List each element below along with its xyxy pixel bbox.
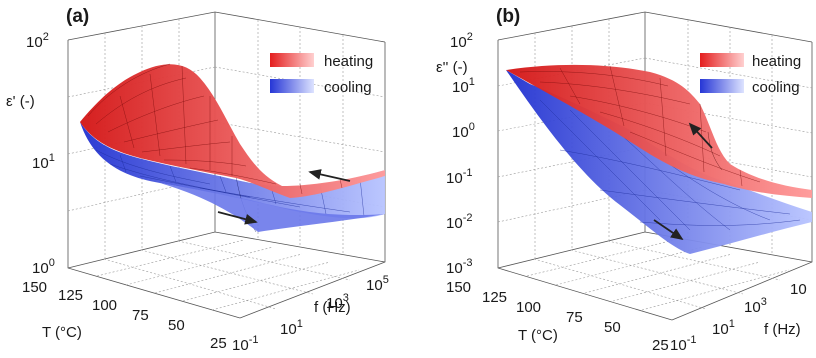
z-tick-label: 100	[452, 121, 475, 141]
t-tick-label: 75	[132, 307, 149, 324]
panel-a-heating-mesh	[87, 63, 343, 195]
panel-b-f-axis-label: f (Hz)	[764, 321, 801, 338]
z-tick-label: 10-1	[446, 167, 472, 187]
panel-a-cooling-lip	[160, 183, 385, 232]
panel-a-f-ticks: 10-1 101 103 105	[232, 274, 389, 354]
t-tick-label: 125	[482, 289, 507, 306]
legend-label-cooling: cooling	[752, 79, 800, 96]
panel-b-label: (b)	[496, 6, 520, 27]
f-tick-label: 10	[790, 281, 807, 298]
panel-b-t-axis-label: T (°C)	[518, 327, 558, 344]
t-tick-label: 50	[604, 319, 621, 336]
panel-a-t-ticks: 150 125 100 75 50 25	[22, 279, 227, 352]
f-tick-label: 10-1	[232, 334, 258, 354]
legend-swatch-cooling	[700, 79, 744, 93]
legend-swatch-heating	[700, 53, 744, 67]
panel-a-heating-arrow	[308, 169, 351, 182]
panel-b-z-axis-label: ε'' (-)	[436, 59, 468, 76]
legend-label-heating: heating	[752, 53, 801, 70]
panel-a-heating-surface	[80, 64, 385, 199]
panel-a-cooling-mesh	[95, 149, 365, 233]
f-tick-label: 101	[280, 318, 303, 338]
panel-b-f-ticks: 10-1 101 103 10	[670, 281, 807, 354]
panel-a-f-axis-label: f (Hz)	[314, 299, 351, 316]
panel-b-heating-arrow	[688, 122, 713, 149]
t-tick-label: 75	[566, 309, 583, 326]
z-tick-label: 100	[32, 257, 55, 277]
t-tick-label: 25	[652, 337, 669, 354]
z-tick-label: 10-2	[446, 212, 472, 232]
t-tick-label: 150	[22, 279, 47, 296]
z-tick-label: 102	[450, 31, 473, 51]
t-tick-label: 125	[58, 287, 83, 304]
legend-swatch-cooling	[270, 79, 314, 93]
legend-swatch-heating	[270, 53, 314, 67]
f-tick-label: 105	[366, 274, 389, 294]
z-tick-label: 102	[26, 31, 49, 51]
f-tick-label: 103	[326, 292, 349, 312]
legend-label-cooling: cooling	[324, 79, 372, 96]
panel-a-label: (a)	[66, 6, 89, 27]
panel-b: heating cooling (b) ε'' (-) T (°C) f (Hz…	[436, 6, 813, 354]
z-tick-label: 101	[452, 76, 475, 96]
panel-a: heating cooling (a) ε' (-) T (°C) f (Hz)…	[6, 6, 389, 354]
panel-b-legend: heating cooling	[700, 53, 801, 96]
t-tick-label: 50	[168, 317, 185, 334]
panel-a-box	[67, 11, 386, 319]
panel-a-legend: heating cooling	[270, 53, 373, 96]
f-tick-label: 103	[744, 296, 767, 316]
t-tick-label: 100	[92, 297, 117, 314]
f-tick-label: 101	[712, 318, 735, 338]
panel-a-cooling-arrow	[217, 211, 258, 225]
panel-b-cooling-surface	[506, 70, 812, 254]
t-tick-label: 25	[210, 335, 227, 352]
panel-b-t-ticks: 150 125 100 75 50 25	[446, 279, 669, 354]
panel-a-t-axis-label: T (°C)	[42, 324, 82, 341]
t-tick-label: 100	[516, 299, 541, 316]
f-tick-label: 10-1	[670, 334, 696, 354]
legend-label-heating: heating	[324, 53, 373, 70]
panel-a-z-axis-label: ε' (-)	[6, 93, 35, 110]
t-tick-label: 150	[446, 279, 471, 296]
panel-b-cooling-arrow	[653, 219, 684, 241]
panel-b-z-ticks: 102 101 100 10-1 10-2 10-3	[446, 31, 475, 277]
panel-a-z-ticks: 102 101 100	[26, 31, 55, 277]
z-tick-label: 10-3	[446, 257, 472, 277]
z-tick-label: 101	[32, 152, 55, 172]
